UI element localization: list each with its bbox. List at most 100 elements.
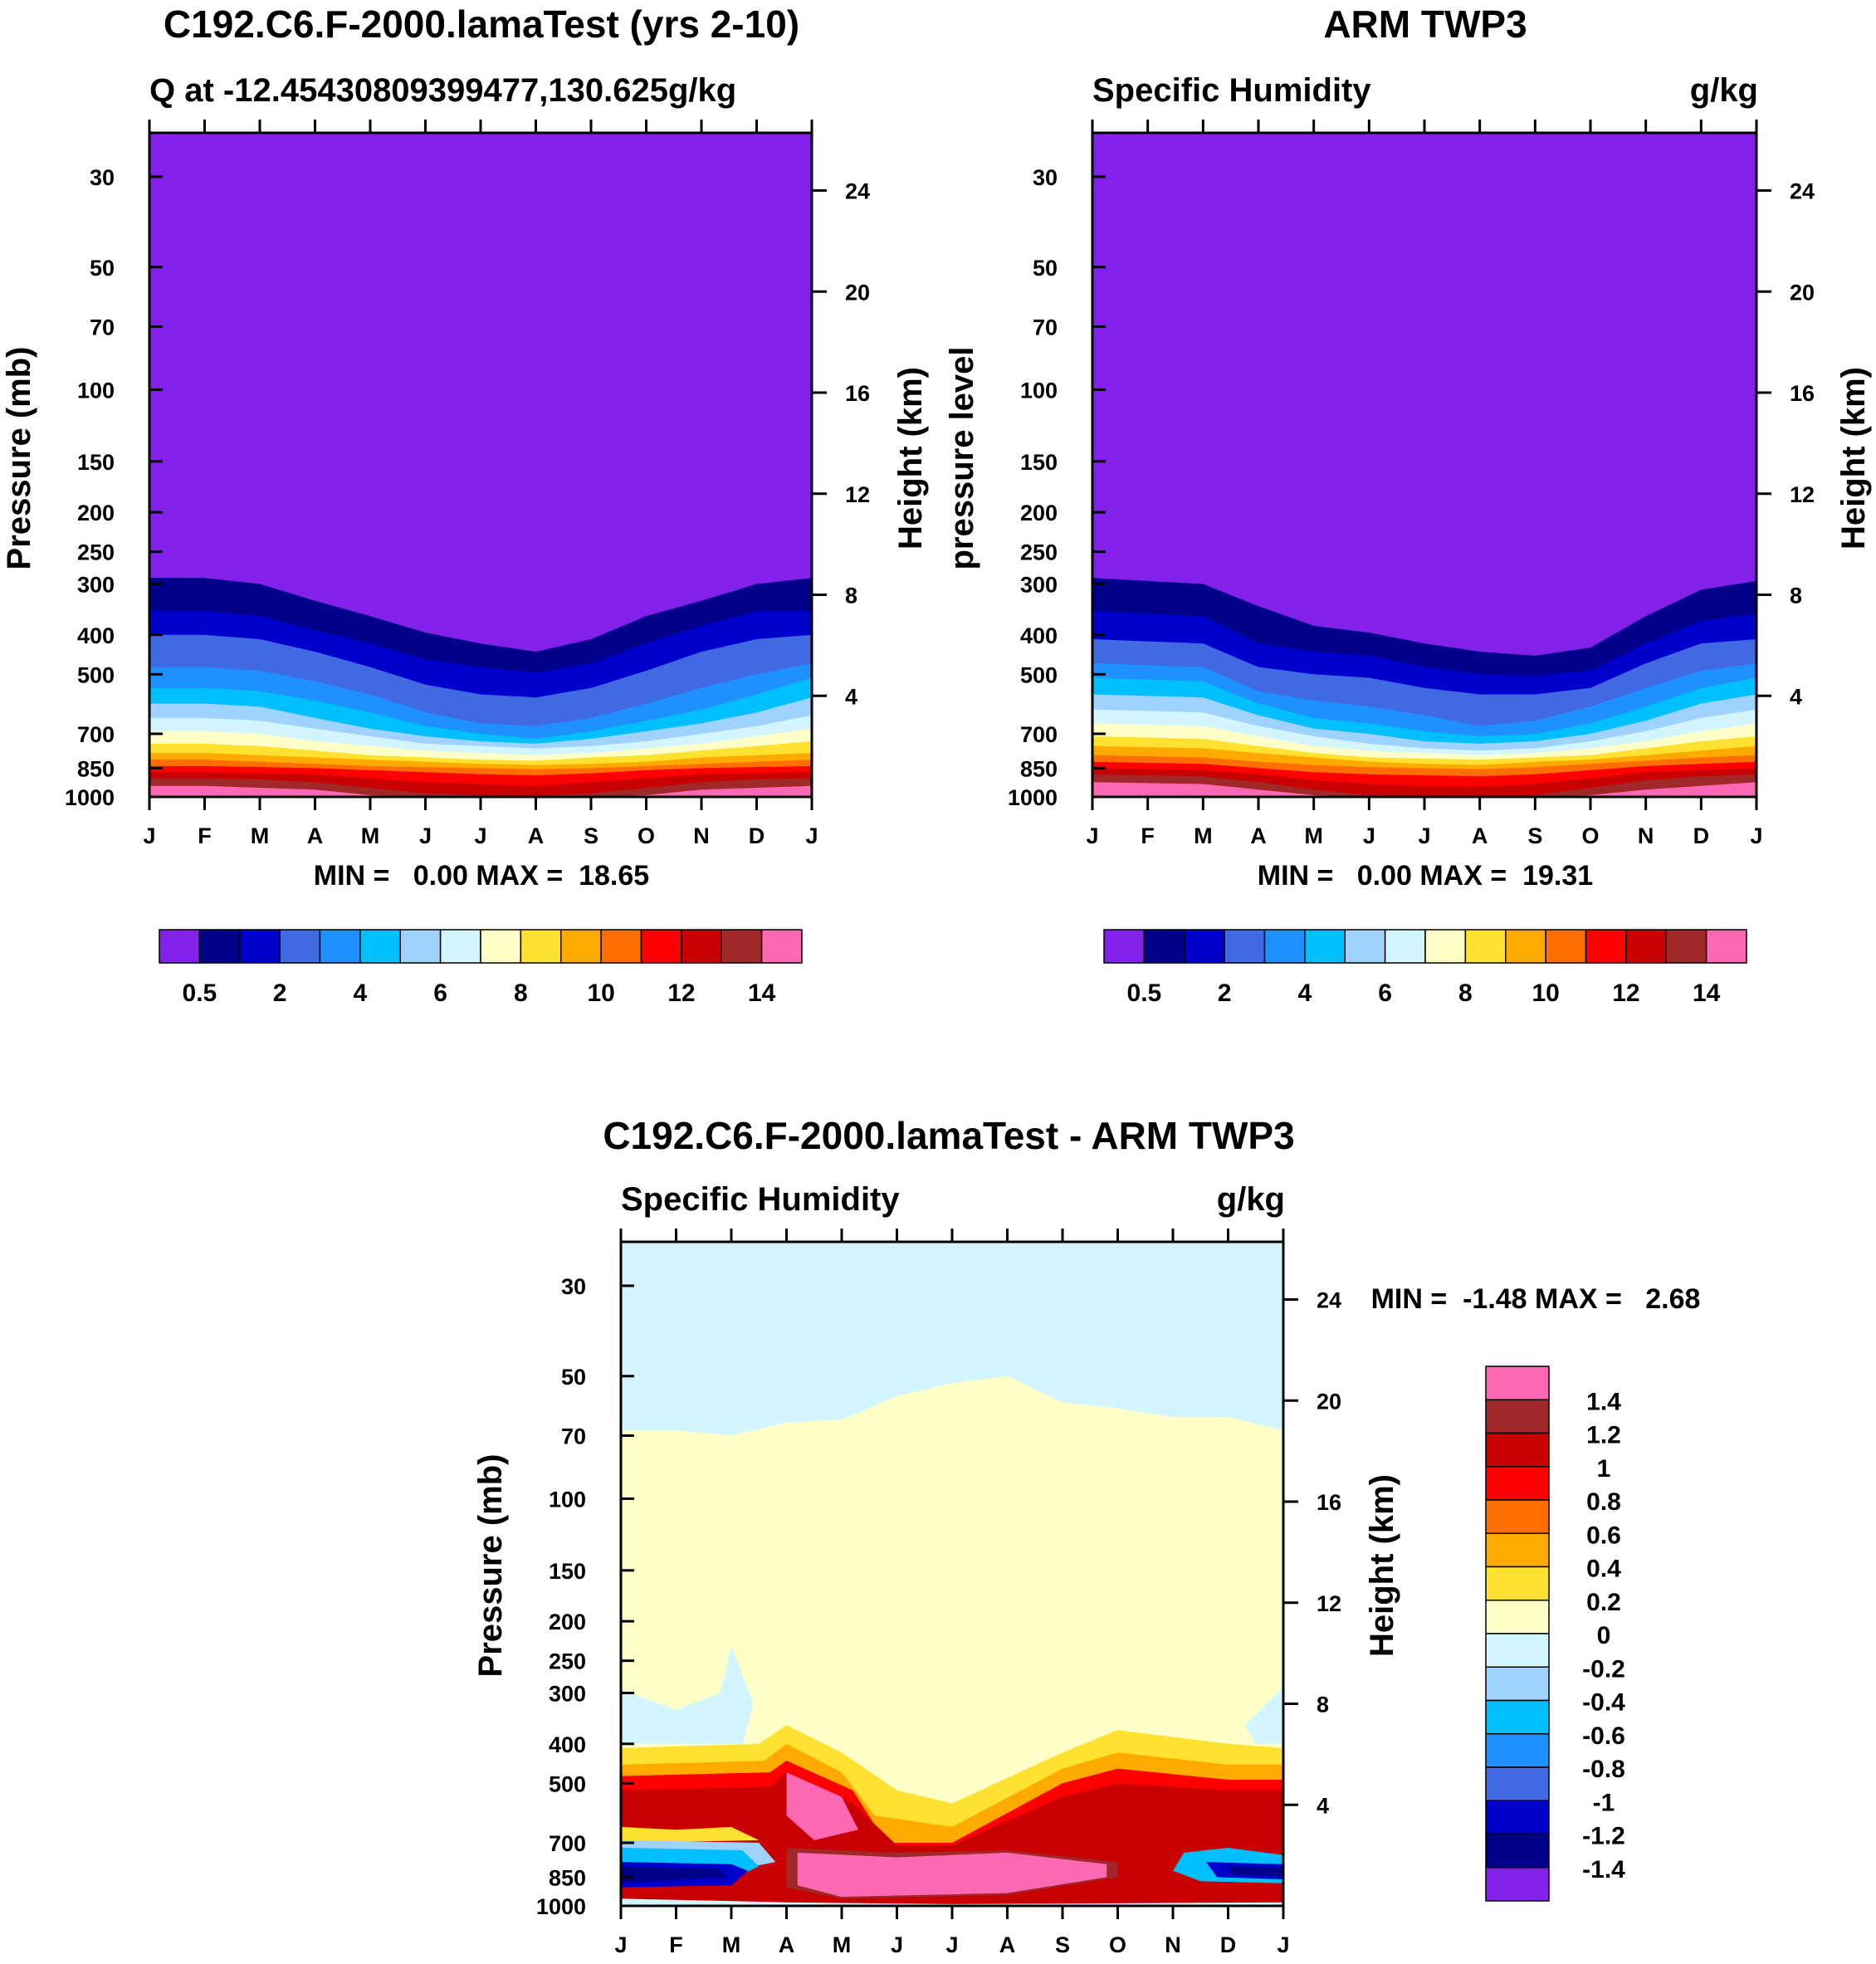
colorbar-label: 6 (1378, 980, 1392, 1007)
month-tick-label: O (1581, 823, 1599, 848)
month-tick-label: O (1109, 1932, 1126, 1957)
pressure-tick-label: 100 (549, 1487, 586, 1512)
band-15 (149, 785, 812, 797)
colorbar-label: 0.5 (1127, 980, 1162, 1007)
colorbar-swatch (1505, 929, 1546, 964)
colorbar-label: 10 (587, 980, 614, 1007)
colorbar-swatch (1485, 1366, 1550, 1400)
pressure-tick-label: 70 (561, 1424, 586, 1449)
month-tick-label: J (614, 1932, 627, 1957)
pressure-tick-label: 150 (1020, 450, 1058, 475)
height-tick-label: 12 (1790, 482, 1815, 507)
panel-diff-axes: 30 50 70 100 150 200 250 300 400 500 700 850 1000 24 2… (536, 1229, 1341, 1957)
panel-obs-title: ARM TWP3 (1323, 2, 1527, 46)
panel-diff-subtitle-right: g/kg (1217, 1181, 1285, 1218)
colorbar-swatch (1344, 929, 1386, 964)
month-tick-label: A (1472, 823, 1488, 848)
month-tick-label: F (669, 1932, 683, 1957)
pressure-tick-label: 1000 (65, 785, 115, 810)
month-tick-label: A (779, 1932, 795, 1957)
colorbar-swatch (1585, 929, 1627, 964)
colorbar-swatch (1485, 1800, 1550, 1835)
colorbar-swatch (1485, 1766, 1550, 1801)
colorbar-swatch (1485, 1666, 1550, 1702)
panel-model-ylabel-right: Height (km) (892, 367, 929, 550)
panel-model-colorbar: 0.5 2 4 6 8 10 12 14 (159, 929, 803, 1007)
panel-model: C192.C6.F-2000.lamaTest (yrs 2-10) Q at … (1, 2, 929, 1007)
height-tick-label: 16 (1790, 381, 1815, 406)
colorbar-swatch (721, 929, 763, 964)
diff-bottom-edge (621, 1898, 1283, 1906)
pressure-tick-label: 200 (1020, 501, 1058, 525)
pressure-tick-label: 400 (1020, 623, 1058, 648)
colorbar-swatch (480, 929, 522, 964)
pressure-tick-label: 300 (549, 1681, 586, 1706)
panel-diff-stats: MIN = -1.48 MAX = 2.68 (1371, 1283, 1701, 1315)
diff-blob-right-light (1244, 1687, 1283, 1744)
colorbar-label: -0.8 (1582, 1756, 1625, 1783)
pressure-tick-label: 150 (77, 450, 115, 475)
month-tick-label: M (251, 823, 270, 848)
pressure-tick-label: 50 (561, 1365, 586, 1390)
colorbar-label: 8 (514, 980, 528, 1007)
month-tick-label: M (361, 823, 380, 848)
colorbar-label: 12 (1612, 980, 1639, 1007)
diff-blob-left-light (621, 1645, 754, 1744)
panel-diff-subtitle-left: Specific Humidity (621, 1181, 900, 1218)
pressure-tick-label: 850 (549, 1865, 586, 1890)
month-tick-label: N (693, 823, 710, 848)
pressure-tick-label: 500 (549, 1771, 586, 1796)
diff-right-navy (1228, 1866, 1283, 1877)
month-tick-label: J (945, 1932, 958, 1957)
height-tick-label: 20 (1317, 1389, 1341, 1414)
panel-diff-ylabel: Pressure (mb) (472, 1454, 509, 1678)
height-tick-label: 24 (845, 179, 870, 204)
panel-model-plot-area (149, 133, 812, 797)
height-tick-label: 12 (1317, 1591, 1341, 1616)
pressure-tick-label: 850 (1020, 756, 1058, 781)
colorbar-swatch (1224, 929, 1266, 964)
panel-obs-axes: 30 50 70 100 150 200 250 300 400 500 700 850 1000 24 2… (1008, 120, 1815, 848)
colorbar-swatch (1304, 929, 1346, 964)
diff-pink-upper (786, 1772, 858, 1840)
colorbar-swatch (1263, 929, 1306, 964)
month-tick-label: A (1250, 823, 1267, 848)
colorbar-swatch (1143, 929, 1185, 964)
colorbar-swatch (600, 929, 642, 964)
month-tick-label: J (1418, 823, 1430, 848)
colorbar-swatch (1485, 1432, 1550, 1468)
colorbar-swatch (1184, 929, 1225, 964)
month-tick-label: J (143, 823, 155, 848)
month-tick-label: J (1363, 823, 1375, 848)
colorbar-label: 0.6 (1586, 1522, 1621, 1549)
panel-diff-title: C192.C6.F-2000.lamaTest - ARM TWP3 (603, 1114, 1294, 1157)
pressure-tick-label: 700 (1020, 722, 1058, 747)
colorbar-label: 1 (1597, 1455, 1611, 1483)
month-tick-label: J (1750, 823, 1762, 848)
height-tick-label: 12 (845, 482, 870, 507)
panel-obs: ARM TWP3 Specific Humidity g/kg 30 50 70 10… (944, 2, 1872, 1007)
colorbar-swatch (1384, 929, 1426, 964)
height-tick-label: 20 (845, 280, 870, 305)
height-tick-label: 8 (1317, 1693, 1329, 1717)
month-tick-label: M (722, 1932, 741, 1957)
colorbar-swatch (1485, 1532, 1550, 1568)
colorbar-label: -0.6 (1582, 1722, 1625, 1750)
colorbar-swatch (560, 929, 602, 964)
height-tick-label: 24 (1790, 179, 1815, 204)
pressure-tick-label: 850 (77, 756, 115, 781)
pressure-tick-label: 300 (1020, 572, 1058, 597)
height-tick-label: 8 (1790, 584, 1802, 608)
month-tick-label: M (1304, 823, 1323, 848)
panel-obs-subtitle-right: g/kg (1690, 72, 1758, 109)
pressure-tick-label: 400 (77, 623, 115, 648)
panel-model-title: C192.C6.F-2000.lamaTest (yrs 2-10) (164, 2, 799, 46)
colorbar-label: 1.4 (1586, 1388, 1621, 1415)
colorbar-label: 14 (1693, 980, 1721, 1007)
colorbar-label: -1.2 (1582, 1823, 1625, 1850)
pressure-tick-label: 700 (549, 1831, 586, 1856)
colorbar-label: 0.2 (1586, 1589, 1621, 1616)
colorbar-swatch (198, 929, 241, 964)
pressure-tick-label: 100 (1020, 378, 1058, 403)
height-tick-label: 8 (845, 584, 857, 608)
